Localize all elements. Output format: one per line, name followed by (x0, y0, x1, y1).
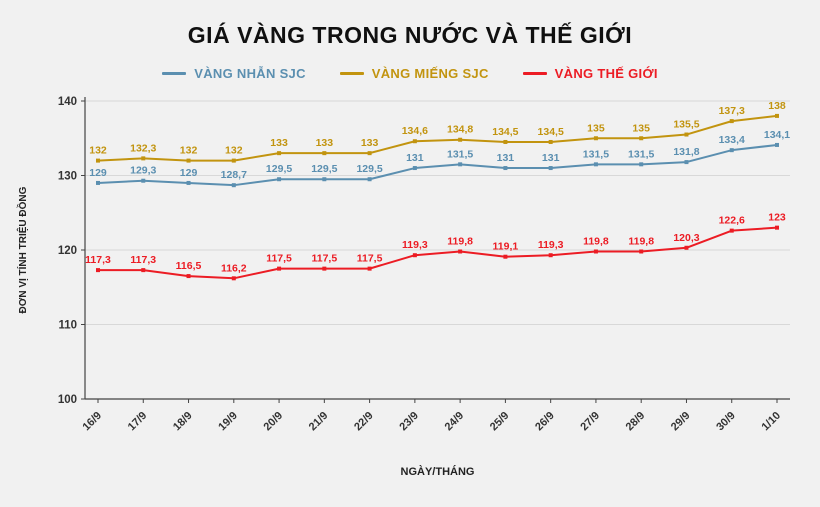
svg-text:100: 100 (58, 394, 77, 406)
svg-text:132,3: 132,3 (130, 142, 156, 154)
svg-text:123: 123 (768, 212, 786, 224)
svg-text:137,3: 137,3 (719, 105, 745, 117)
svg-text:134,5: 134,5 (538, 126, 564, 138)
svg-text:131,5: 131,5 (447, 148, 473, 160)
svg-text:24/9: 24/9 (443, 410, 467, 434)
legend-label: VÀNG MIẾNG SJC (371, 65, 489, 81)
svg-text:135,5: 135,5 (673, 119, 699, 131)
svg-text:117,5: 117,5 (266, 253, 292, 265)
svg-text:ĐƠN VỊ TÍNH TRIỆU ĐỒNG: ĐƠN VỊ TÍNH TRIỆU ĐỒNG (16, 186, 29, 313)
svg-text:117,3: 117,3 (130, 254, 156, 266)
svg-text:131: 131 (497, 152, 515, 164)
svg-text:131: 131 (406, 152, 424, 164)
svg-text:119,1: 119,1 (493, 241, 519, 253)
legend-item-vang-the-gioi: VÀNG THẾ GIỚI (522, 65, 658, 81)
svg-text:16/9: 16/9 (80, 410, 104, 434)
chart-legend: VÀNG NHẪN SJC VÀNG MIẾNG SJC VÀNG THẾ GI… (0, 63, 820, 83)
svg-text:19/9: 19/9 (216, 410, 240, 434)
svg-text:116,5: 116,5 (176, 260, 202, 272)
chart-title: GIÁ VÀNG TRONG NƯỚC VÀ THẾ GIỚI (187, 22, 633, 48)
svg-text:27/9: 27/9 (578, 410, 602, 434)
svg-text:110: 110 (58, 320, 77, 332)
svg-text:1/10: 1/10 (759, 410, 783, 434)
svg-text:132: 132 (89, 145, 107, 157)
svg-text:NGÀY/THÁNG: NGÀY/THÁNG (401, 465, 475, 478)
svg-text:119,8: 119,8 (447, 235, 473, 247)
svg-text:131,5: 131,5 (583, 148, 609, 160)
svg-text:119,3: 119,3 (402, 239, 428, 251)
svg-text:122,6: 122,6 (719, 215, 745, 227)
legend-line-swatch-blue (162, 71, 187, 75)
line-chart-plot: 100 110 120 130 140 16/9 17/9 18/9 19/9 20/9 21/9 2… (16, 96, 790, 478)
svg-text:119,3: 119,3 (538, 239, 564, 251)
svg-text:128,7: 128,7 (221, 169, 247, 181)
svg-text:131: 131 (542, 152, 560, 164)
legend-label: VÀNG NHẪN SJC (194, 65, 306, 81)
svg-text:18/9: 18/9 (171, 410, 195, 434)
svg-text:133: 133 (361, 137, 379, 149)
legend-line-swatch-gold (339, 71, 364, 75)
svg-text:120: 120 (58, 245, 77, 257)
svg-text:131,5: 131,5 (628, 148, 654, 160)
svg-text:135: 135 (587, 122, 605, 134)
svg-text:130: 130 (58, 171, 77, 183)
svg-text:20/9: 20/9 (262, 410, 286, 434)
legend-label: VÀNG THẾ GIỚI (554, 65, 658, 81)
legend-item-vang-nhan-sjc: VÀNG NHẪN SJC (162, 66, 306, 81)
legend-line-swatch-red (522, 71, 547, 75)
svg-text:129,5: 129,5 (356, 163, 382, 175)
svg-text:117,5: 117,5 (357, 253, 383, 265)
svg-text:135: 135 (632, 122, 650, 134)
svg-text:133,4: 133,4 (719, 134, 745, 146)
svg-text:129,3: 129,3 (130, 165, 156, 177)
svg-text:134,5: 134,5 (492, 126, 518, 138)
svg-text:134,8: 134,8 (447, 124, 473, 136)
svg-text:119,8: 119,8 (583, 235, 609, 247)
svg-text:28/9: 28/9 (624, 410, 648, 434)
svg-text:133: 133 (270, 137, 288, 149)
svg-text:129: 129 (180, 167, 198, 179)
svg-text:117,3: 117,3 (85, 254, 111, 266)
svg-text:134,1: 134,1 (764, 129, 790, 141)
svg-text:133: 133 (316, 137, 334, 149)
svg-text:120,3: 120,3 (673, 232, 699, 244)
svg-text:26/9: 26/9 (533, 410, 557, 434)
svg-text:119,8: 119,8 (628, 235, 654, 247)
svg-text:23/9: 23/9 (397, 410, 421, 434)
svg-text:117,5: 117,5 (311, 253, 337, 265)
svg-text:30/9: 30/9 (714, 410, 738, 434)
svg-text:129: 129 (89, 167, 107, 179)
svg-text:17/9: 17/9 (126, 410, 150, 434)
svg-text:21/9: 21/9 (307, 410, 331, 434)
svg-text:140: 140 (58, 96, 77, 108)
svg-text:132: 132 (180, 145, 198, 157)
svg-text:138: 138 (768, 100, 786, 112)
svg-text:131,8: 131,8 (673, 146, 699, 158)
svg-text:134,6: 134,6 (402, 125, 428, 137)
svg-text:116,2: 116,2 (221, 262, 247, 274)
svg-text:129,5: 129,5 (311, 163, 337, 175)
svg-text:132: 132 (225, 145, 243, 157)
svg-text:25/9: 25/9 (488, 410, 512, 434)
svg-text:129,5: 129,5 (266, 163, 292, 175)
svg-text:29/9: 29/9 (669, 410, 693, 434)
svg-text:22/9: 22/9 (352, 410, 376, 434)
legend-item-vang-mieng-sjc: VÀNG MIẾNG SJC (339, 65, 489, 81)
